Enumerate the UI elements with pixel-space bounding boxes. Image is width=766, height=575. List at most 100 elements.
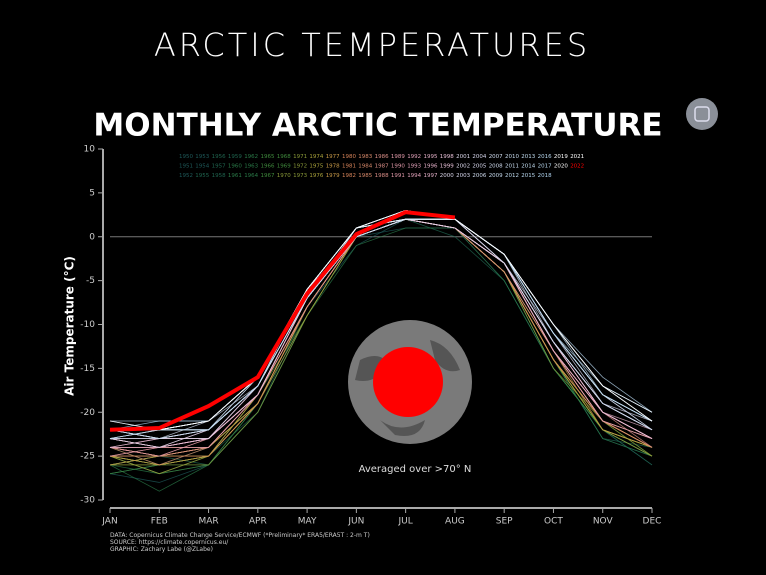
y-tick-label: -15 [80, 364, 95, 374]
legend-label: 2004 [472, 154, 486, 160]
legend-label: 1956 [212, 154, 226, 160]
inset-label: Averaged over >70° N [359, 464, 472, 475]
x-tick-label: OCT [544, 517, 563, 527]
legend-label: 2016 [538, 154, 552, 160]
legend-label: 2000 [440, 173, 454, 179]
legend-label: 1983 [358, 154, 372, 160]
legend-label: 1987 [375, 164, 389, 170]
x-tick-label: AUG [445, 517, 465, 527]
page-title: ARCTIC TEMPERATURES [154, 26, 590, 64]
x-tick-label: JAN [101, 517, 117, 527]
legend-label: 1961 [228, 173, 242, 179]
legend-label: 2011 [505, 164, 519, 170]
legend-label: 1996 [424, 164, 438, 170]
y-tick-label: -10 [80, 320, 95, 330]
legend-label: 1998 [440, 154, 454, 160]
legend-label: 1957 [212, 164, 226, 170]
legend-label: 2009 [489, 173, 503, 179]
legend-label: 1960 [228, 164, 242, 170]
legend-label: 1952 [179, 173, 193, 179]
legend-label: 1988 [375, 173, 389, 179]
legend-label: 1980 [342, 154, 356, 160]
y-tick-label: -20 [80, 408, 95, 418]
footer-source: SOURCE: https://climate.copernicus.eu/ [110, 539, 229, 546]
footer-graphic: GRAPHIC: Zachary Labe (@ZLabe) [110, 546, 213, 553]
legend-label: 1955 [195, 173, 209, 179]
legend-label: 1979 [326, 173, 340, 179]
series-line [109, 210, 456, 432]
legend-label: 1973 [293, 173, 307, 179]
button-bg[interactable] [686, 98, 718, 130]
legend-label: 1951 [179, 164, 193, 170]
legend-label: 1982 [342, 173, 356, 179]
legend-label: 1950 [179, 154, 193, 160]
legend-label: 1993 [407, 164, 421, 170]
legend-label: 1970 [277, 173, 291, 179]
legend-label: 1992 [407, 154, 421, 160]
zoom-button[interactable] [686, 98, 718, 130]
legend-label: 1967 [261, 173, 275, 179]
legend-label: 2010 [505, 154, 519, 160]
legend-label: 2021 [570, 154, 584, 160]
legend-label: 1984 [358, 164, 372, 170]
y-tick-label: 0 [89, 232, 95, 242]
chart-title: MONTHLY ARCTIC TEMPERATURE [93, 108, 662, 144]
legend-label: 1981 [342, 164, 356, 170]
legend-label: 1991 [391, 173, 405, 179]
legend-label: 2015 [521, 173, 535, 179]
legend-label: 1962 [244, 154, 258, 160]
legend-label: 2008 [489, 164, 503, 170]
x-tick-label: SEP [496, 517, 513, 527]
footer-data: DATA: Copernicus Climate Change Service/… [110, 532, 370, 539]
legend-label: 2014 [521, 164, 535, 170]
legend-label: 2003 [456, 173, 470, 179]
legend-label: 1990 [391, 164, 405, 170]
legend-label: 1974 [309, 154, 323, 160]
legend-label: 1976 [309, 173, 323, 179]
inset-map [348, 320, 472, 444]
legend-label: 2007 [489, 154, 503, 160]
legend-label: 2006 [472, 173, 486, 179]
x-tick-label: APR [249, 517, 267, 527]
y-tick-label: 10 [84, 145, 96, 155]
series-line [109, 218, 653, 439]
x-tick-label: JUL [398, 517, 413, 527]
legend-label: 2022 [570, 164, 584, 170]
y-axis-label: Air Temperature (°C) [63, 256, 77, 396]
y-tick-label: -5 [86, 276, 95, 286]
legend-label: 1969 [277, 164, 291, 170]
legend-label: 1965 [261, 154, 275, 160]
button-icon [694, 106, 710, 122]
legend-label: 2017 [538, 164, 552, 170]
x-tick-label: FEB [151, 517, 168, 527]
legend-label: 1994 [407, 173, 421, 179]
legend-label: 1971 [293, 154, 307, 160]
x-tick-label: NOV [593, 517, 614, 527]
legend-label: 1985 [358, 173, 372, 179]
legend-label: 2012 [505, 173, 519, 179]
legend-label: 1972 [293, 164, 307, 170]
legend-label: 1978 [326, 164, 340, 170]
legend-label: 2005 [472, 164, 486, 170]
legend-label: 1966 [261, 164, 275, 170]
legend-label: 1975 [309, 164, 323, 170]
x-tick-label: JUN [347, 517, 364, 527]
legend-label: 1995 [424, 154, 438, 160]
legend-label: 1953 [195, 154, 209, 160]
map-region [373, 347, 443, 417]
x-tick-label: DEC [643, 517, 662, 527]
legend-label: 2020 [554, 164, 568, 170]
legend-label: 1986 [375, 154, 389, 160]
legend-label: 2013 [521, 154, 535, 160]
legend-label: 1958 [212, 173, 226, 179]
legend-label: 1989 [391, 154, 405, 160]
legend-label: 1999 [440, 164, 454, 170]
legend-label: 1963 [244, 164, 258, 170]
legend-label: 1977 [326, 154, 340, 160]
y-tick-label: -30 [80, 496, 95, 506]
legend-label: 1968 [277, 154, 291, 160]
legend-label: 1959 [228, 154, 242, 160]
legend-label: 2019 [554, 154, 568, 160]
